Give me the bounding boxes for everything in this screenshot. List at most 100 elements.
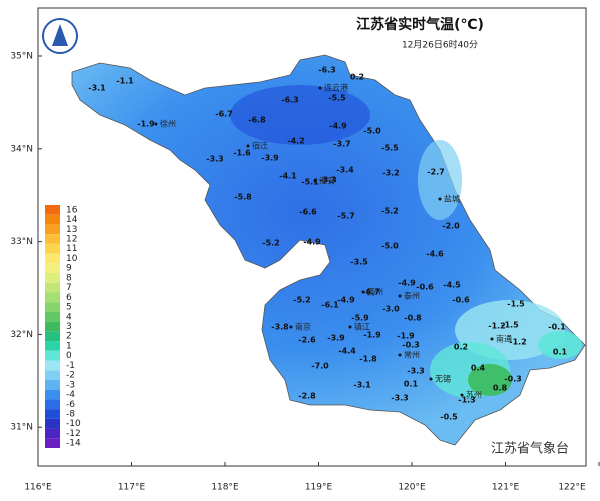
city-dot <box>348 325 352 329</box>
city-dot <box>154 122 158 126</box>
city-name: 常州 <box>404 351 420 360</box>
temperature: -5.1 <box>301 178 319 187</box>
city-dot <box>490 337 494 341</box>
logo <box>52 24 68 46</box>
temperature: 0.2 <box>350 73 364 82</box>
temperature: -1.1 <box>116 77 134 86</box>
city-name: 南通 <box>496 334 512 344</box>
temperature: -3.7 <box>333 140 351 149</box>
city-name: 盐城 <box>444 194 460 204</box>
title: 江苏省实时气温(℃) <box>356 16 484 33</box>
temperature: -1.8 <box>359 355 377 364</box>
temperature: -5.5 <box>328 94 346 103</box>
city-dot <box>429 377 433 381</box>
temperature: -1.2 <box>488 322 506 331</box>
legend-swatch <box>45 224 60 235</box>
legend-label: 8 <box>66 273 72 283</box>
lat-label: 31°N <box>10 423 33 433</box>
city-dot <box>398 294 402 298</box>
temperature: -3.0 <box>382 305 400 314</box>
legend-label: 2 <box>66 332 72 342</box>
temperature: -1.3 <box>458 396 476 405</box>
temperature: 0.1 <box>404 380 419 389</box>
temperature: -1.2 <box>509 338 527 347</box>
temperature: -3.3 <box>206 155 224 164</box>
legend-label: 12 <box>66 235 77 245</box>
lon-label: 116°E <box>24 483 52 493</box>
temperature: -2.8 <box>298 392 316 401</box>
legend-swatch <box>45 273 60 283</box>
temperature: -3.1 <box>88 84 106 93</box>
mild-zone <box>418 140 462 220</box>
legend-swatch <box>45 292 60 303</box>
lon-label: 120°E <box>398 483 426 493</box>
temperature: -2.6 <box>298 336 316 345</box>
credit: 江苏省气象台 <box>491 441 569 457</box>
city-dot <box>460 393 464 397</box>
legend-label: 11 <box>66 244 77 254</box>
legend-label: 0 <box>66 351 72 361</box>
legend-label: -8 <box>66 409 75 419</box>
temperature: -4.9 <box>329 122 347 131</box>
city-dot <box>289 325 293 329</box>
temperature: -5.5 <box>381 144 399 153</box>
legend-label: 10 <box>66 254 78 264</box>
city-dot <box>361 290 365 294</box>
legend-swatch <box>45 379 60 390</box>
city-dot <box>318 86 322 90</box>
legend-label: 4 <box>66 312 72 322</box>
legend-swatch <box>45 370 60 380</box>
legend-swatch <box>45 341 60 351</box>
legend-swatch <box>45 428 60 439</box>
city-name: 宿迁 <box>252 141 268 151</box>
temperature: 0.1 <box>553 348 568 357</box>
legend-swatch <box>45 321 60 332</box>
legend-label: -3 <box>66 380 75 390</box>
legend-swatch <box>45 418 60 429</box>
temperature: -5.9 <box>351 314 369 323</box>
city-dot <box>438 197 442 201</box>
lon-label: 118°E <box>211 483 239 493</box>
temperature: -2.0 <box>442 222 460 231</box>
city-name: 淮安 <box>319 176 335 186</box>
legend-label: -2 <box>66 371 75 381</box>
temperature: -3.8 <box>271 323 289 332</box>
subtitle: 12月26日6时40分 <box>402 39 478 51</box>
legend-label: -14 <box>66 439 81 449</box>
temperature: 0.8 <box>493 384 508 393</box>
temperature: -5.0 <box>381 242 399 251</box>
lat-label: 35°N <box>10 52 33 62</box>
city-name: 南京 <box>295 322 311 332</box>
temperature: -3.1 <box>353 381 371 390</box>
city-name: 扬州 <box>367 287 383 297</box>
legend-label: 3 <box>66 322 72 332</box>
legend-swatch <box>45 389 60 400</box>
legend-swatch <box>45 302 60 312</box>
temperature: -6.6 <box>299 208 317 217</box>
legend-label: 5 <box>66 303 72 313</box>
legend-swatch <box>45 350 60 361</box>
temperature: -5.0 <box>363 127 381 136</box>
temperature: -6.7 <box>362 288 380 297</box>
temperature: -4.9 <box>398 279 416 288</box>
temperature: -0.3 <box>504 375 522 384</box>
legend-label: 9 <box>66 264 72 274</box>
legend-swatch <box>45 438 60 448</box>
temperature: -3.4 <box>336 166 354 175</box>
legend-label: -6 <box>66 400 75 410</box>
legend-swatch <box>45 214 60 225</box>
temperature: -4.9 <box>303 238 321 247</box>
legend-swatch <box>45 331 60 342</box>
city-dot <box>246 144 250 148</box>
legend-swatch <box>45 409 60 419</box>
temperature: -6.3 <box>318 66 336 75</box>
temperature: -2.7 <box>427 168 445 177</box>
temperature: -4.1 <box>279 172 297 181</box>
temperature: -4.2 <box>287 137 305 146</box>
temperature: -7.0 <box>311 362 329 371</box>
temperature: 0.4 <box>471 364 486 373</box>
temperature: -4.5 <box>443 281 461 290</box>
temperature: -3.3 <box>391 394 409 403</box>
temperature: -1.9 <box>363 331 381 340</box>
